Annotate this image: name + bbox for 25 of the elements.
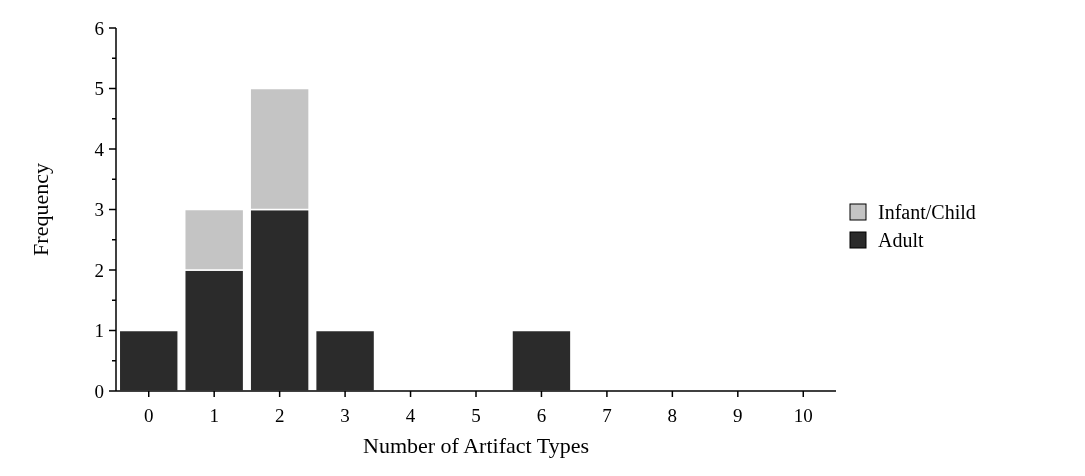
y-axis-title: Frequency: [28, 163, 53, 256]
bar: [511, 329, 572, 392]
x-tick-label: 1: [209, 405, 219, 426]
x-tick-label: 2: [274, 405, 285, 426]
x-axis-title: Number of Artifact Types: [363, 433, 589, 458]
y-tick-label: 2: [94, 259, 104, 281]
x-tick-label: 3: [340, 405, 350, 426]
y-tick-label: 0: [94, 380, 104, 402]
x-tick-label: 5: [471, 405, 481, 426]
y-tick-label: 3: [94, 199, 104, 221]
legend-label: Adult: [878, 229, 924, 251]
y-tick-label: 4: [94, 138, 105, 160]
y-tick-label: 5: [94, 78, 104, 100]
x-tick-label: 8: [667, 405, 678, 426]
y-tick-label: 6: [94, 17, 104, 39]
x-tick-label: 9: [733, 405, 743, 426]
y-tick-label: 1: [94, 320, 104, 342]
bar: [118, 329, 179, 392]
x-tick-label: 6: [536, 405, 547, 426]
x-tick-label: 7: [602, 405, 612, 426]
x-tick-label: 0: [143, 405, 154, 426]
legend-label: Infant/Child: [878, 201, 976, 223]
bar: [314, 329, 376, 392]
x-tick-label: 10: [793, 405, 813, 426]
x-tick-label: 4: [405, 405, 416, 426]
